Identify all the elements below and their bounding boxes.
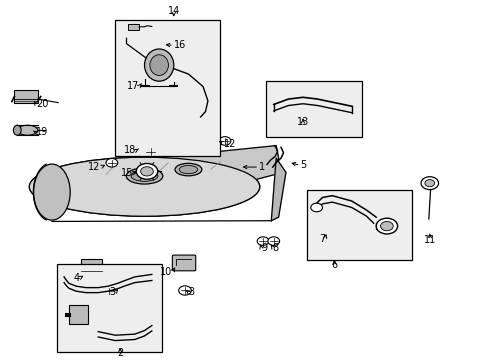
Text: 20: 20 [36, 99, 48, 109]
Ellipse shape [144, 49, 173, 81]
Text: 6: 6 [331, 260, 337, 270]
Circle shape [310, 203, 322, 212]
Circle shape [375, 218, 397, 234]
Text: 4: 4 [73, 273, 80, 283]
Text: 13: 13 [296, 117, 308, 127]
Text: 12: 12 [88, 162, 101, 172]
Ellipse shape [150, 55, 168, 76]
Text: 19: 19 [36, 127, 48, 138]
Ellipse shape [131, 171, 158, 181]
Circle shape [102, 287, 115, 296]
Text: 1: 1 [259, 162, 264, 172]
Circle shape [144, 147, 157, 156]
Bar [17, 125, 38, 135]
Polygon shape [52, 145, 278, 191]
Bar [81, 259, 102, 276]
Circle shape [136, 163, 158, 179]
Bar [69, 305, 88, 324]
Text: 16: 16 [173, 40, 185, 50]
Bar [128, 24, 139, 30]
Text: 8: 8 [272, 243, 278, 253]
Circle shape [424, 180, 434, 187]
Text: 11: 11 [423, 235, 435, 246]
Text: 7: 7 [318, 234, 325, 244]
Text: 10: 10 [160, 267, 172, 277]
Ellipse shape [17, 125, 38, 135]
Circle shape [420, 177, 438, 190]
Text: 2: 2 [117, 348, 123, 358]
FancyBboxPatch shape [172, 255, 195, 271]
Text: 12: 12 [224, 139, 236, 149]
Circle shape [219, 137, 230, 145]
Text: 18: 18 [124, 145, 136, 155]
Circle shape [267, 237, 279, 246]
Bar [14, 90, 38, 103]
Ellipse shape [29, 157, 259, 216]
Text: 3: 3 [188, 287, 194, 297]
Bar [306, 190, 411, 260]
Polygon shape [271, 158, 285, 221]
Ellipse shape [179, 166, 197, 174]
Bar [115, 21, 220, 156]
Bar [266, 81, 361, 137]
Text: 17: 17 [127, 81, 140, 91]
Ellipse shape [29, 157, 259, 216]
Circle shape [257, 237, 268, 246]
Circle shape [106, 158, 118, 167]
Text: 15: 15 [121, 168, 133, 178]
Ellipse shape [175, 163, 202, 176]
Text: 9: 9 [261, 243, 266, 253]
Ellipse shape [126, 168, 163, 184]
Ellipse shape [34, 164, 70, 220]
Text: 5: 5 [300, 160, 306, 170]
Circle shape [178, 286, 191, 295]
Ellipse shape [13, 125, 21, 135]
Circle shape [141, 167, 153, 176]
Text: 3: 3 [109, 287, 115, 297]
Text: 14: 14 [167, 6, 180, 17]
Bar [57, 264, 161, 352]
Circle shape [380, 221, 392, 231]
